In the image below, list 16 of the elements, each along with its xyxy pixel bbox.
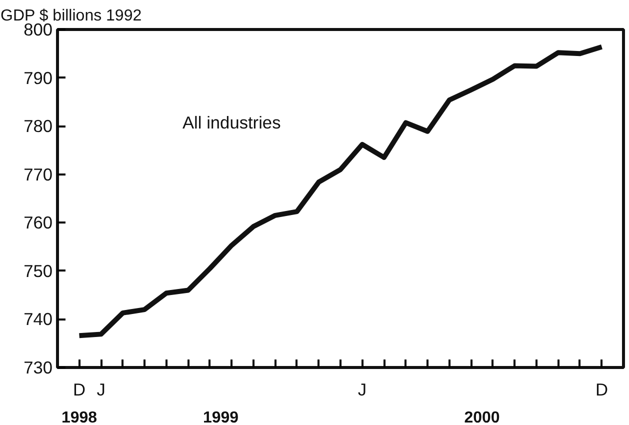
y-tick-label: 770 xyxy=(24,164,53,184)
y-tick-label: 730 xyxy=(24,358,53,378)
text: 1999 xyxy=(202,410,239,425)
y-tick-label: 780 xyxy=(24,116,53,136)
y-tick-label: 790 xyxy=(24,68,53,88)
y-tick-label: 760 xyxy=(24,212,53,233)
x-tick-label: J xyxy=(96,380,106,400)
y-axis-title: GDP $ billions 1992 xyxy=(0,8,142,24)
y-tick-label: 750 xyxy=(24,260,53,281)
text: All industries xyxy=(182,112,282,132)
text: 2000 xyxy=(464,410,500,425)
x-tick-label: D xyxy=(595,380,608,400)
text: 1998 xyxy=(61,410,98,425)
y-tick-label: 740 xyxy=(24,309,53,330)
x-tick-label: J xyxy=(358,380,367,400)
x-tick-label: D xyxy=(73,380,86,400)
